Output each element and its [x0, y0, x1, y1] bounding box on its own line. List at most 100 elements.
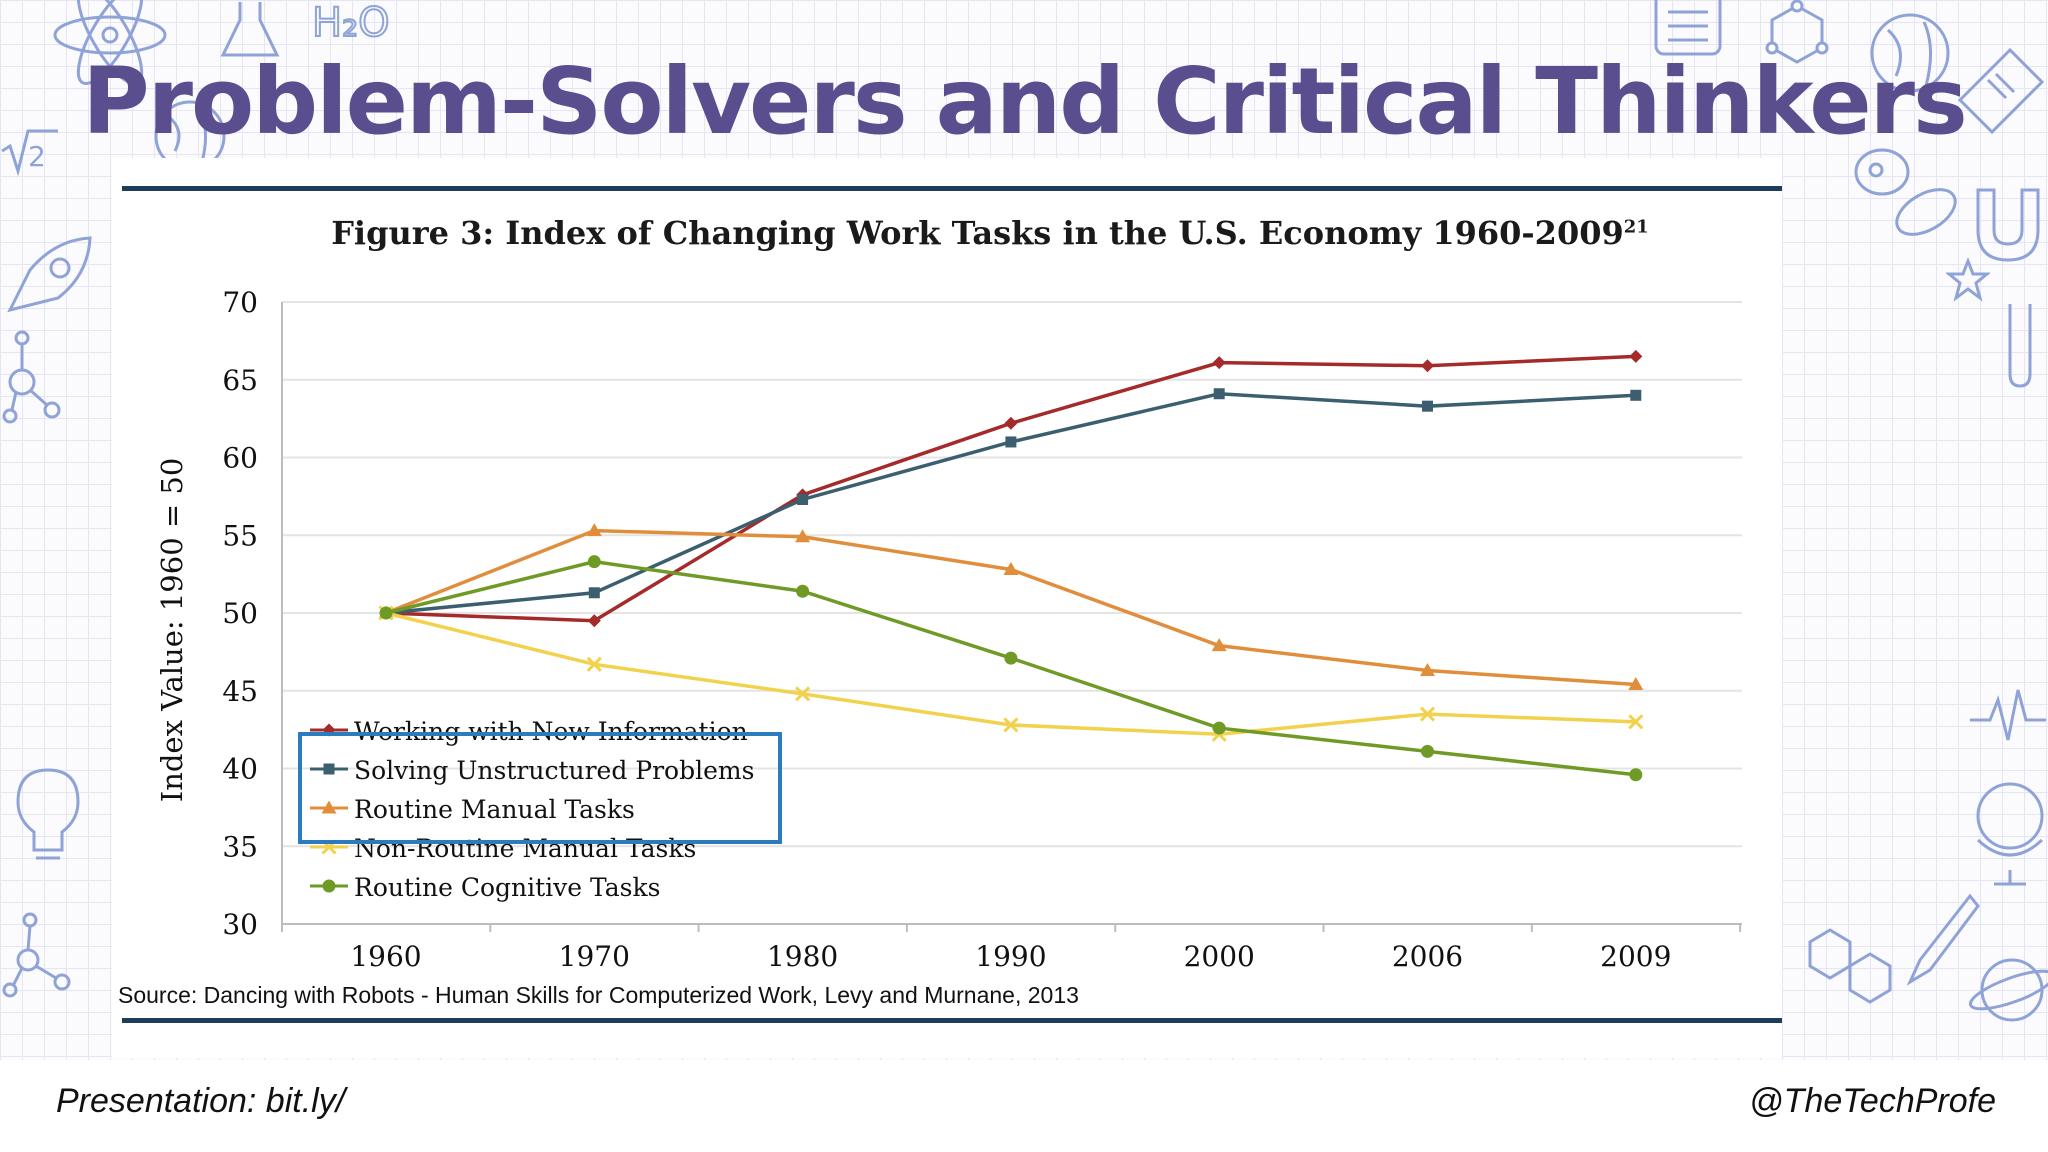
data-point: [1003, 561, 1019, 575]
calculator-doodle-icon: [1654, 0, 1722, 56]
y-tick-label: 70: [222, 286, 258, 319]
legend-label: Non-Routine Manual Tasks: [354, 834, 696, 863]
y-tick-label: 65: [222, 364, 258, 397]
y-tick-labels: 70 65 60 55 50 45 40 35 30: [222, 286, 258, 941]
y-tick-label: 60: [222, 442, 258, 475]
legend-label: Routine Cognitive Tasks: [354, 873, 661, 902]
x-tick-label: 1990: [975, 940, 1046, 973]
x-tick-label: 2009: [1600, 940, 1671, 973]
molecule-doodle-icon: [2, 330, 61, 424]
legend-marker: [322, 879, 336, 893]
star-doodle-icon: [1946, 258, 1990, 302]
data-point: [796, 584, 810, 598]
y-tick-label: 50: [222, 597, 258, 630]
pipette-doodle-icon: [1906, 893, 1980, 986]
legend-item: Working with New Information: [310, 717, 748, 746]
x-tick-label: 1970: [559, 940, 630, 973]
heartbeat-doodle-icon: [1970, 689, 2046, 741]
y-tick-label: 35: [222, 830, 258, 863]
planet-doodle-icon: [1968, 958, 2048, 1022]
data-point: [1628, 677, 1644, 691]
data-point: [586, 656, 602, 672]
globe-right-doodle-icon: [1870, 13, 1950, 93]
y-tick-label: 55: [222, 519, 258, 552]
data-point: [795, 686, 811, 702]
svg-text:H₂O: H₂O: [312, 0, 390, 46]
legend-item: Non-Routine Manual Tasks: [310, 834, 696, 863]
data-point: [1628, 714, 1644, 730]
data-point: [1421, 359, 1434, 373]
legend-marker: [323, 763, 335, 775]
top-divider: [122, 186, 1782, 191]
x-tick-label: 1980: [767, 940, 838, 973]
atom-doodle-icon: [53, 0, 167, 85]
bottom-divider: [122, 1018, 1782, 1023]
data-point: [1004, 651, 1018, 665]
rocket-doodle-icon: [7, 236, 92, 313]
svg-text:2: 2: [28, 140, 46, 173]
legend-item: Solving Unstructured Problems: [310, 756, 754, 785]
book-doodle-icon: [1957, 47, 2045, 135]
legend-highlight-box: [298, 732, 782, 844]
data-point: [1005, 436, 1017, 448]
chart-title-footnote: 21: [1623, 216, 1649, 238]
data-point: [588, 587, 600, 599]
data-point: [587, 555, 601, 569]
chart-axes: [281, 302, 1742, 932]
legend-item: Routine Cognitive Tasks: [310, 873, 661, 902]
sqrt-doodle-icon: 2: [1, 129, 58, 176]
data-point: [1212, 356, 1226, 370]
data-point: [1630, 389, 1642, 401]
data-point: [1421, 744, 1434, 758]
lightbulb-doodle-icon: [16, 768, 80, 860]
data-point: [1419, 706, 1436, 722]
test-tube-doodle-icon: [2008, 304, 2032, 388]
data-point: [1004, 416, 1018, 430]
y-axis-label: Index Value: 1960 = 50: [155, 458, 189, 803]
magnet-doodle-icon: [1976, 188, 2040, 262]
data-point: [379, 606, 393, 620]
twitter-handle[interactable]: @TheTechProfe: [1749, 1082, 1996, 1120]
series-4: [379, 555, 1643, 782]
legend-label: Routine Manual Tasks: [354, 795, 635, 824]
data-point: [586, 523, 602, 537]
data-point: [1629, 349, 1643, 363]
presentation-link[interactable]: Presentation: bit.ly/: [56, 1082, 346, 1120]
data-point: [1003, 717, 1019, 733]
x-tick-label: 1960: [350, 940, 421, 973]
x-tick-label: 2000: [1184, 940, 1255, 973]
x-tick-label: 2006: [1392, 940, 1463, 973]
legend-marker: [321, 800, 337, 814]
data-point: [587, 614, 601, 628]
slide-title: Problem-Solvers and Critical Thinkers: [82, 48, 1967, 155]
data-point: [1420, 663, 1435, 677]
data-point: [1422, 400, 1433, 412]
chart-series: [378, 349, 1644, 782]
data-point: [1629, 768, 1643, 782]
chart-title: Figure 3: Index of Changing Work Tasks i…: [120, 214, 1860, 252]
bacteria-doodle-icon: [1854, 148, 1957, 236]
legend-item: Routine Manual Tasks: [310, 795, 635, 824]
h2o-doodle-icon: H₂O: [311, 0, 391, 47]
legend-label: Solving Unstructured Problems: [354, 756, 754, 785]
series-0: [379, 349, 1643, 628]
data-point: [1213, 388, 1225, 400]
data-point: [797, 493, 809, 505]
flask-doodle-icon: [220, 2, 280, 57]
y-tick-label: 40: [222, 753, 258, 786]
legend-label: Working with New Information: [354, 717, 748, 746]
x-tick-labels: 1960 1970 1980 1990 2000 2006 2009: [350, 940, 1671, 973]
series-2: [378, 523, 1644, 691]
hexagon-cluster-doodle-icon: [1808, 928, 1892, 1004]
globe-stand-doodle-icon: [1976, 782, 2044, 886]
data-point: [1211, 638, 1227, 652]
series-line: [385, 354, 1636, 623]
data-point: [1212, 721, 1226, 735]
hexagon-molecule-doodle-icon: [1765, 0, 1829, 64]
chart-title-text: Figure 3: Index of Changing Work Tasks i…: [331, 214, 1624, 252]
source-citation: Source: Dancing with Robots - Human Skil…: [118, 982, 1079, 1008]
y-tick-label: 45: [222, 675, 258, 708]
y-tick-label: 30: [222, 908, 258, 941]
data-point: [795, 529, 811, 543]
